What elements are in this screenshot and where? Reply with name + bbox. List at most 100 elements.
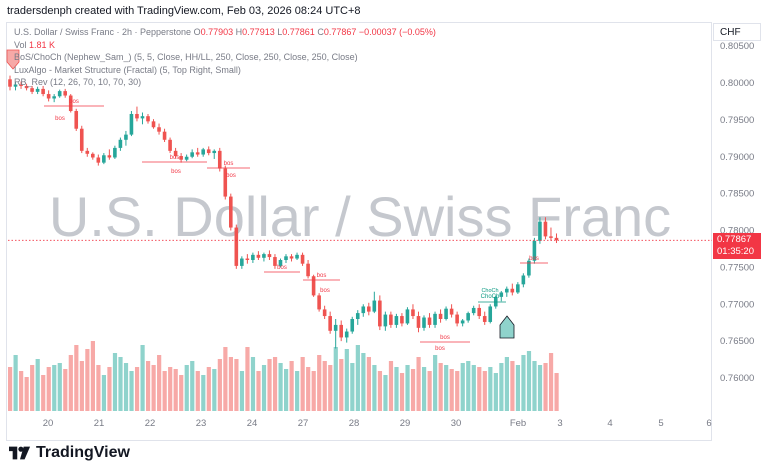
candle-body <box>488 306 493 322</box>
volume-bar <box>134 367 140 411</box>
volume-bar <box>482 371 487 411</box>
x-tick-label: 23 <box>196 418 207 429</box>
bos-label: bos <box>277 265 287 271</box>
volume-bar <box>394 367 399 411</box>
candle-body <box>24 85 29 89</box>
volume-bar <box>466 361 471 411</box>
indicator-bos-choch[interactable]: BoS/ChoCh (Nephew_Sam_) (5, 5, Close, HH… <box>14 52 358 62</box>
volume-bar <box>521 355 526 411</box>
bos-label: bos <box>170 155 180 161</box>
indicator-rb-rev[interactable]: RB_Rev (12, 26, 70, 10, 70, 30) <box>14 77 142 87</box>
chart-frame <box>6 22 712 441</box>
y-tick-label: 0.80000 <box>720 78 754 89</box>
volume-bar <box>455 371 460 411</box>
volume-bar <box>46 367 51 411</box>
volume-bar <box>107 367 112 411</box>
last-price-label: 0.77867 01:35:20 <box>713 233 761 259</box>
candle-body <box>383 314 388 327</box>
volume-label[interactable]: Vol <box>14 39 27 50</box>
volume-bar <box>377 371 383 411</box>
footer-branding[interactable]: TradingView <box>9 444 130 462</box>
candle-body <box>151 121 156 128</box>
volume-bar <box>41 375 46 411</box>
volume-bar <box>543 363 548 411</box>
volume-bar <box>223 347 228 411</box>
candle-body <box>102 155 106 163</box>
volume-bar <box>35 359 40 411</box>
volume-bar <box>68 355 73 411</box>
volume-bar <box>63 369 68 411</box>
volume-bar <box>311 371 316 411</box>
candle-body <box>460 320 465 324</box>
volume-bar <box>8 367 13 411</box>
bos-label: bos <box>226 173 236 179</box>
volume-bar <box>350 363 355 411</box>
indicator-market-structure[interactable]: LuxAlgo - Market Structure (Fractal) (5,… <box>14 64 241 75</box>
volume-bar <box>24 377 29 411</box>
volume-bar <box>52 365 57 411</box>
volume-bar <box>372 365 377 411</box>
volume-bar <box>195 371 200 411</box>
y-tick-label: 0.78500 <box>720 189 754 200</box>
candle-body <box>68 95 73 112</box>
volume-bar <box>339 359 344 411</box>
candle-body <box>41 88 45 95</box>
candle-body <box>471 307 476 314</box>
volume-bar <box>306 367 311 411</box>
volume-bar <box>112 353 118 411</box>
candle-body <box>466 313 470 321</box>
candle-body <box>543 221 548 237</box>
symbol-title[interactable]: U.S. Dollar / Swiss Franc · 2h · Peppers… <box>14 27 192 37</box>
candle-body <box>405 309 410 324</box>
candle-body <box>394 316 399 325</box>
volume-bar <box>284 369 289 411</box>
volume-bar <box>250 357 256 411</box>
currency-button[interactable]: CHF <box>713 23 761 41</box>
x-tick-label: 24 <box>247 418 258 429</box>
tradingview-logo-icon <box>9 446 31 460</box>
volume-bar <box>206 367 211 411</box>
candle-body <box>482 316 487 322</box>
x-tick-label: 4 <box>607 418 612 429</box>
bos-label: bos <box>320 288 330 294</box>
volume-bar <box>234 359 239 411</box>
volume-bar <box>366 357 371 411</box>
volume-bar <box>13 355 18 411</box>
volume-bar <box>245 347 250 411</box>
candle-body <box>449 308 454 315</box>
candle-body <box>378 300 382 327</box>
volume-bar <box>410 369 416 411</box>
candle-body <box>206 149 211 154</box>
candle-body <box>554 237 559 241</box>
candle-body <box>52 96 56 99</box>
candle-body <box>505 288 509 293</box>
volume-bar <box>151 365 156 411</box>
x-tick-label: Feb <box>510 418 526 429</box>
volume-bar <box>438 363 443 411</box>
candle-body <box>355 313 360 319</box>
volume-bar <box>261 365 267 411</box>
volume-bar <box>295 371 300 411</box>
volume-bar <box>168 367 173 411</box>
candle-body <box>113 147 117 158</box>
volume-bar <box>239 371 245 411</box>
candle-body <box>273 257 277 266</box>
candle-body <box>416 316 421 328</box>
volume-bar <box>383 375 388 411</box>
bos-label: bos <box>529 256 539 262</box>
x-tick-label: 29 <box>400 418 411 429</box>
bar-countdown: 01:35:20 <box>717 246 754 257</box>
y-tick-label: 0.77500 <box>720 262 754 273</box>
volume-bar <box>388 361 394 411</box>
candle-body <box>13 84 18 87</box>
candle-body <box>256 254 261 258</box>
x-tick-label: 3 <box>557 418 562 429</box>
volume-bar <box>526 351 532 411</box>
candle-body <box>35 88 40 92</box>
candle-body <box>212 150 217 154</box>
volume-bar <box>460 363 465 411</box>
candle-body <box>422 317 426 328</box>
candle-body <box>201 149 205 155</box>
candle-body <box>427 317 432 325</box>
